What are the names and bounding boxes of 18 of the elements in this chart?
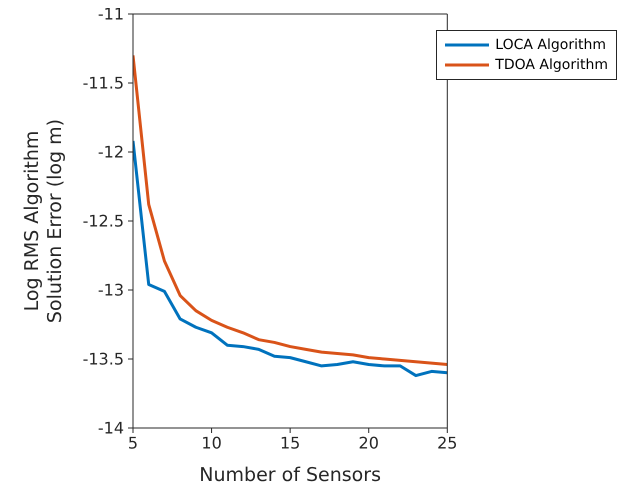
y-tick-label: -14 — [98, 418, 124, 438]
y-tick-label: -12 — [98, 142, 124, 162]
x-tick-label: 15 — [280, 433, 300, 452]
legend-label: LOCA Algorithm — [495, 36, 606, 55]
y-tick-label: -12.5 — [82, 212, 124, 231]
x-tick-label: 25 — [437, 433, 458, 452]
line-series — [133, 139, 448, 378]
x-axis-title: Number of Sensors — [199, 464, 382, 486]
y-tick-label: -13 — [98, 280, 124, 300]
line-series — [133, 54, 448, 366]
y-axis-title: Log RMS Algorithm Solution Error (log m) — [21, 118, 66, 324]
x-tick-label: 5 — [128, 433, 138, 452]
x-tick-label: 20 — [358, 433, 379, 452]
x-tick-label: 10 — [201, 433, 222, 452]
legend-label: TDOA Algorithm — [495, 56, 608, 75]
y-tick-label: -11.5 — [82, 74, 124, 93]
y-tick-label: -13.5 — [82, 350, 124, 369]
y-tick-label: -11 — [98, 4, 124, 24]
